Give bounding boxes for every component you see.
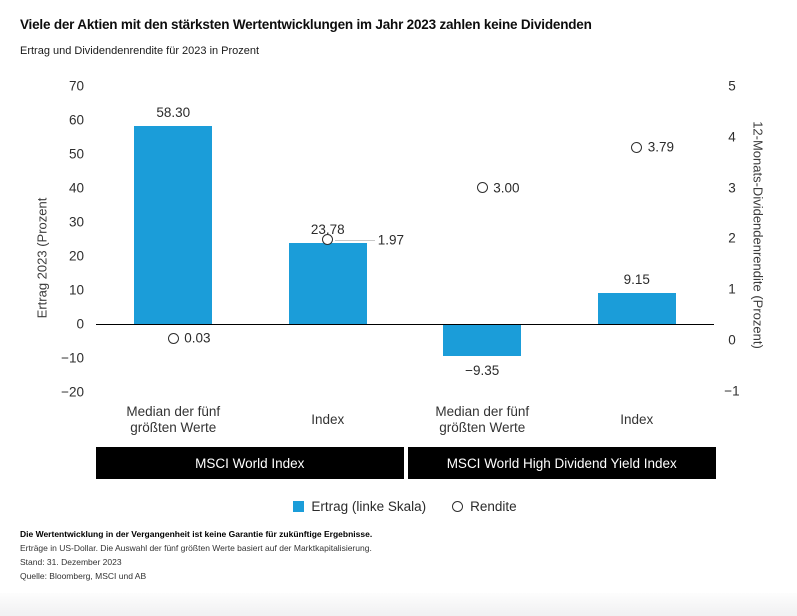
y-axis-left-tick-label: 20 (68, 248, 84, 264)
chart-subtitle: Ertrag und Dividendenrendite für 2023 in… (20, 45, 260, 57)
right-axis-title: 12-Monats-Dividendenrendite (Prozent) (750, 121, 766, 349)
footnote-date: Stand: 31. Dezember 2023 (20, 557, 122, 567)
legend-label-ertrag: Ertrag (linke Skala) (311, 498, 427, 514)
bar-value-label: −9.35 (465, 362, 500, 378)
category-label-line: größten Werte (130, 420, 217, 435)
y-axis-right-tick-label: 4 (728, 129, 736, 145)
y-axis-left-tick-label: 60 (68, 112, 84, 128)
y-axis-left-tick-label: 0 (76, 316, 84, 332)
rendite-value-label: 1.97 (377, 232, 405, 248)
category-label-line: Median der fünf (126, 404, 221, 419)
y-axis-left-tick-label: 70 (68, 78, 84, 94)
footnote-methodology: Erträge in US-Dollar. Die Auswahl der fü… (20, 543, 372, 553)
y-axis-right-tick-label: 5 (728, 78, 736, 94)
category-label: Index (557, 403, 717, 437)
bar-value-label: 9.15 (623, 271, 650, 287)
y-axis-right-tick-label: −1 (724, 383, 740, 399)
rendite-value-label: 3.79 (647, 139, 675, 155)
index-group-band: MSCI World High Dividend Yield Index (408, 447, 716, 479)
y-axis-right-tick-label: 1 (728, 281, 736, 297)
zero-baseline (96, 324, 714, 325)
y-axis-left-tick-label: 40 (68, 180, 84, 196)
y-axis-left-tick-label: 30 (68, 214, 84, 230)
footnote-disclaimer: Die Wertentwicklung in der Vergangenheit… (20, 529, 373, 539)
chart-legend: Ertrag (linke Skala) Rendite (96, 495, 714, 517)
y-axis-left-tick-label: 10 (68, 282, 84, 298)
category-label: Median der fünf größten Werte (402, 403, 562, 437)
ertrag-bar (134, 125, 213, 324)
footnotes: Die Wertentwicklung in der Vergangenheit… (20, 527, 372, 583)
ertrag-square-icon (293, 500, 305, 512)
bar-value-label: 58.30 (156, 104, 191, 120)
category-label: Index (248, 403, 408, 437)
category-label-line: Index (311, 412, 345, 427)
y-axis-left-tick-label: −10 (61, 350, 84, 366)
footnote-source: Quelle: Bloomberg, MSCI und AB (20, 571, 147, 581)
y-axis-right-tick-label: 2 (728, 230, 736, 246)
page-bottom-band (0, 593, 797, 616)
category-label: Median der fünf größten Werte (93, 403, 253, 437)
rendite-marker (631, 141, 643, 153)
legend-item-ertrag: Ertrag (linke Skala) (293, 499, 426, 514)
bar-value-label: 23.78 (310, 222, 345, 238)
ertrag-bar (597, 292, 676, 324)
rendite-marker (167, 332, 179, 344)
ertrag-bar (443, 324, 522, 356)
legend-item-rendite: Rendite (452, 499, 517, 514)
y-axis-right-tick-label: 3 (728, 179, 736, 195)
rendite-value-label: 3.00 (493, 179, 520, 195)
rendite-value-label: 0.03 (184, 330, 211, 346)
category-label-line: Median der fünf (435, 404, 530, 419)
rendite-leader-line (334, 239, 375, 241)
index-group-band: MSCI World Index (96, 447, 404, 479)
rendite-marker (322, 234, 334, 246)
y-axis-left-tick-label: −20 (61, 384, 84, 400)
rendite-marker (476, 182, 488, 194)
legend-label-rendite: Rendite (470, 498, 517, 514)
ertrag-bar (288, 243, 367, 324)
category-label-line: größten Werte (439, 420, 526, 435)
y-axis-left-tick-label: 50 (68, 146, 84, 162)
chart-title: Viele der Aktien mit den stärksten Werte… (20, 17, 592, 32)
rendite-circle-icon (452, 500, 464, 512)
y-axis-right-tick-label: 0 (728, 332, 736, 348)
category-label-line: Index (620, 412, 654, 427)
